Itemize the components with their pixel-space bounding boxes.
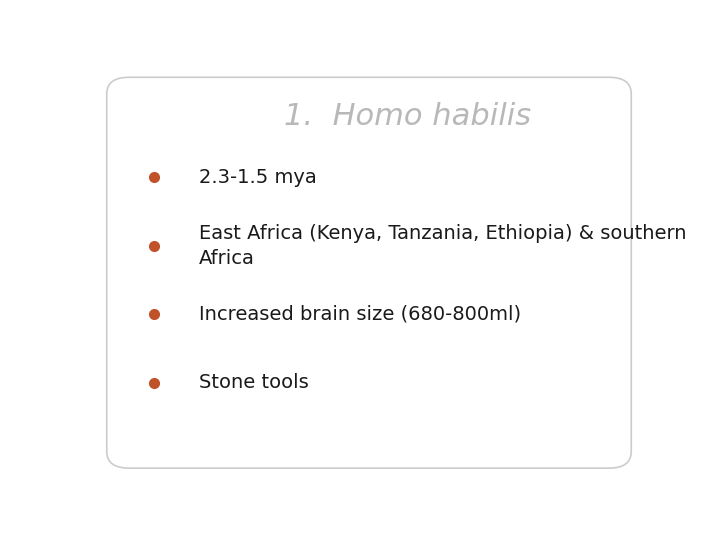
Text: Stone tools: Stone tools <box>199 373 309 393</box>
Text: 2.3-1.5 mya: 2.3-1.5 mya <box>199 167 317 186</box>
Text: East Africa (Kenya, Tanzania, Ethiopia) & southern
Africa: East Africa (Kenya, Tanzania, Ethiopia) … <box>199 224 686 268</box>
Text: Increased brain size (680-800ml): Increased brain size (680-800ml) <box>199 305 521 324</box>
Text: 1.  Homo habilis: 1. Homo habilis <box>284 102 531 131</box>
FancyBboxPatch shape <box>107 77 631 468</box>
